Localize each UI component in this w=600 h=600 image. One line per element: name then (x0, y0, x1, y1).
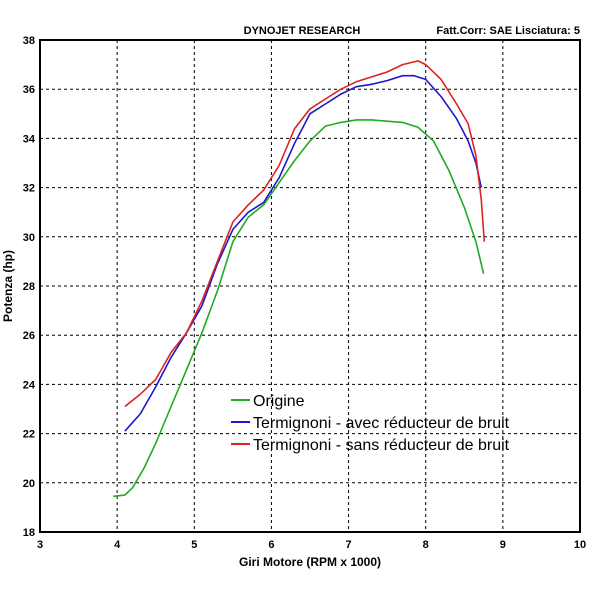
x-tick-label: 4 (114, 539, 121, 551)
legend-label-3: Termignoni - sans réducteur de bruit (253, 437, 510, 454)
y-axis-label: Potenza (hp) (1, 250, 15, 322)
y-tick-label: 38 (23, 35, 35, 47)
y-tick-label: 20 (23, 478, 35, 490)
grid (40, 40, 580, 532)
y-tick-label: 24 (23, 379, 36, 391)
series-line-1 (113, 119, 485, 498)
correction-label: Fatt.Corr: SAE Lisciatura: 5 (436, 25, 580, 37)
x-tick-label: 5 (191, 539, 197, 551)
x-tick-label: 6 (268, 539, 274, 551)
x-tick-label: 7 (346, 539, 352, 551)
x-tick-label: 8 (423, 539, 429, 551)
legend: Origine Termignoni - avec réducteur de br… (231, 393, 510, 454)
series-lines (113, 60, 486, 498)
x-tick-label: 3 (37, 539, 43, 551)
y-tick-label: 34 (23, 133, 36, 145)
y-tick-label: 22 (23, 429, 35, 441)
y-tick-label: 26 (23, 330, 35, 342)
y-tick-label: 36 (23, 84, 35, 96)
series-line-2 (124, 74, 483, 432)
y-tick-label: 30 (23, 232, 35, 244)
x-axis-label: Giri Motore (RPM x 1000) (239, 555, 381, 569)
chart-title: DYNOJET RESEARCH (244, 25, 361, 37)
y-tick-label: 28 (23, 281, 35, 293)
legend-label-2: Termignoni - avec réducteur de bruit (253, 415, 510, 432)
series-line-3 (124, 60, 486, 408)
plot-frame (39, 39, 581, 533)
x-tick-label: 9 (500, 539, 506, 551)
y-tick-label: 18 (23, 527, 35, 539)
y-tick-label: 32 (23, 183, 35, 195)
x-tick-label: 10 (574, 539, 586, 551)
legend-label-1: Origine (253, 393, 305, 410)
